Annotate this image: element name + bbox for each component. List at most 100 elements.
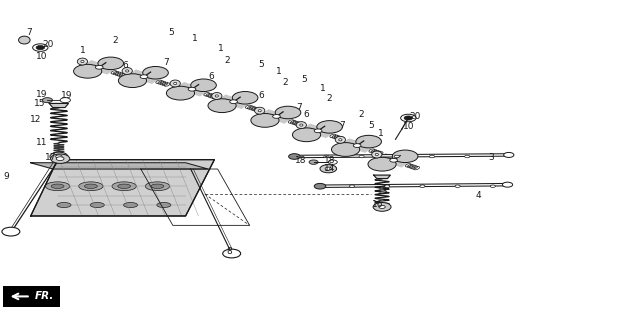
Ellipse shape <box>258 110 261 112</box>
Circle shape <box>188 87 196 91</box>
Circle shape <box>223 249 241 258</box>
Text: 7: 7 <box>26 28 31 37</box>
Ellipse shape <box>212 93 222 100</box>
Circle shape <box>208 99 236 113</box>
Text: FR.: FR. <box>35 291 54 301</box>
Ellipse shape <box>81 60 84 63</box>
Text: 14: 14 <box>324 164 335 173</box>
Circle shape <box>56 155 62 158</box>
Ellipse shape <box>124 203 138 208</box>
Circle shape <box>401 114 416 122</box>
Text: 17: 17 <box>45 153 57 162</box>
Ellipse shape <box>215 95 218 97</box>
Text: 10: 10 <box>36 53 47 61</box>
Ellipse shape <box>19 36 30 44</box>
Circle shape <box>404 116 413 120</box>
Polygon shape <box>31 163 208 169</box>
Circle shape <box>42 98 52 103</box>
Text: 7: 7 <box>340 121 345 130</box>
Text: 5: 5 <box>369 121 374 130</box>
Circle shape <box>390 158 397 162</box>
Text: 15: 15 <box>34 100 45 108</box>
Bar <box>3 286 60 307</box>
Text: 10: 10 <box>403 122 414 131</box>
Ellipse shape <box>122 68 132 74</box>
Circle shape <box>385 185 390 187</box>
Ellipse shape <box>335 136 346 143</box>
Circle shape <box>349 185 355 187</box>
Circle shape <box>314 183 326 189</box>
Polygon shape <box>129 70 159 83</box>
Text: 11: 11 <box>36 138 47 147</box>
Circle shape <box>324 155 329 158</box>
Ellipse shape <box>372 151 382 158</box>
Ellipse shape <box>296 122 307 129</box>
Circle shape <box>394 155 399 158</box>
Circle shape <box>60 98 70 103</box>
Ellipse shape <box>112 182 136 191</box>
Text: 5: 5 <box>259 60 264 69</box>
Circle shape <box>420 185 425 187</box>
Text: 5: 5 <box>301 75 307 84</box>
Circle shape <box>325 167 332 170</box>
Text: 1: 1 <box>321 84 326 93</box>
Circle shape <box>74 64 102 78</box>
Circle shape <box>51 154 70 163</box>
Polygon shape <box>378 154 409 167</box>
Circle shape <box>292 128 321 142</box>
Text: 5: 5 <box>169 28 174 37</box>
Polygon shape <box>218 95 249 108</box>
Ellipse shape <box>125 70 129 72</box>
Text: 1: 1 <box>81 46 86 55</box>
Circle shape <box>465 155 470 158</box>
Text: 2: 2 <box>282 78 287 86</box>
Text: 3: 3 <box>489 153 494 162</box>
Circle shape <box>36 45 45 50</box>
Circle shape <box>143 66 168 79</box>
Text: 6: 6 <box>122 61 127 70</box>
Text: 18: 18 <box>324 156 335 165</box>
Polygon shape <box>49 104 68 107</box>
Polygon shape <box>31 160 214 216</box>
Circle shape <box>314 129 322 133</box>
Circle shape <box>332 143 360 156</box>
Text: 12: 12 <box>29 115 41 124</box>
Text: 18: 18 <box>295 156 307 165</box>
Ellipse shape <box>51 184 64 188</box>
Ellipse shape <box>375 153 378 156</box>
Circle shape <box>191 79 216 91</box>
Ellipse shape <box>45 182 70 191</box>
Ellipse shape <box>84 184 97 188</box>
Text: 9: 9 <box>4 172 9 181</box>
Text: 1: 1 <box>378 130 383 138</box>
Circle shape <box>373 203 391 211</box>
Circle shape <box>309 160 318 164</box>
Text: 20: 20 <box>409 112 420 121</box>
Circle shape <box>320 165 337 173</box>
Circle shape <box>455 185 460 187</box>
Circle shape <box>140 75 148 79</box>
Text: 16: 16 <box>372 200 383 208</box>
Circle shape <box>353 144 361 147</box>
Circle shape <box>368 157 396 171</box>
Text: 6: 6 <box>259 91 264 100</box>
Circle shape <box>502 182 513 187</box>
Text: 2: 2 <box>327 94 332 103</box>
Polygon shape <box>342 139 372 152</box>
Circle shape <box>2 227 20 236</box>
Circle shape <box>490 185 495 187</box>
Ellipse shape <box>255 107 265 114</box>
Ellipse shape <box>90 203 104 208</box>
Circle shape <box>232 91 258 104</box>
Circle shape <box>359 155 364 158</box>
Circle shape <box>504 152 514 157</box>
Ellipse shape <box>57 203 71 208</box>
Ellipse shape <box>145 182 170 191</box>
Text: 19: 19 <box>36 90 47 99</box>
Circle shape <box>317 121 342 133</box>
Polygon shape <box>374 175 390 178</box>
Circle shape <box>429 155 435 158</box>
Circle shape <box>273 115 280 118</box>
Polygon shape <box>177 83 207 96</box>
Circle shape <box>98 57 124 69</box>
